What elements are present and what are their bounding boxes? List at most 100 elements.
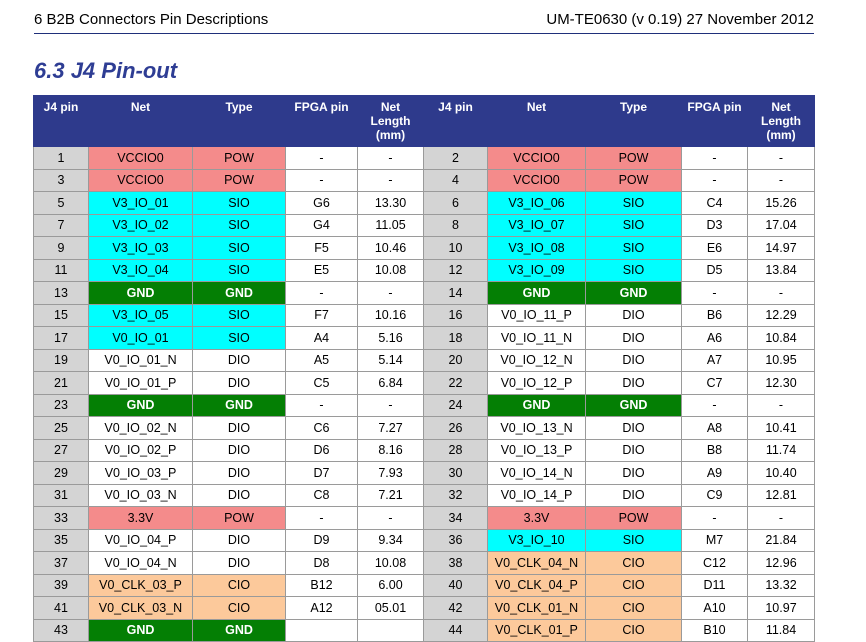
col-header-fpga-pin: FPGA pin — [681, 95, 748, 147]
fpga-pin-cell: F5 — [285, 236, 358, 260]
net-cell: V3_IO_01 — [88, 191, 193, 215]
table-row: 43 GND GND 44 V0_CLK_01_P CIO B10 11.84 — [33, 618, 815, 642]
type-cell: DIO — [192, 348, 286, 372]
pin-cell: 30 — [423, 461, 488, 485]
fpga-pin-cell: A5 — [285, 348, 358, 372]
pin-cell: 33 — [33, 506, 89, 530]
type-cell: POW — [585, 168, 682, 192]
fpga-pin-cell: D3 — [681, 213, 748, 237]
type-cell: DIO — [585, 438, 682, 462]
type-cell: DIO — [585, 326, 682, 350]
net-cell: V3_IO_02 — [88, 213, 193, 237]
fpga-pin-cell: - — [681, 168, 748, 192]
net-length-cell: - — [357, 146, 424, 170]
net-cell: V0_IO_01_P — [88, 371, 193, 395]
type-cell: DIO — [192, 528, 286, 552]
net-length-cell: 10.41 — [747, 416, 815, 440]
fpga-pin-cell: D6 — [285, 438, 358, 462]
net-cell: GND — [88, 281, 193, 305]
net-length-cell: 10.46 — [357, 236, 424, 260]
net-length-cell: 10.95 — [747, 348, 815, 372]
type-cell: POW — [585, 146, 682, 170]
running-header-right: UM-TE0630 (v 0.19) 27 November 2012 — [546, 11, 814, 28]
net-cell: V0_CLK_03_P — [88, 573, 193, 597]
net-length-cell: 13.30 — [357, 191, 424, 215]
pin-cell: 44 — [423, 618, 488, 642]
type-cell: CIO — [585, 618, 682, 642]
pin-cell: 8 — [423, 213, 488, 237]
net-length-cell: 5.14 — [357, 348, 424, 372]
table-row: 7 V3_IO_02 SIO G4 11.05 8 V3_IO_07 SIO D3 17.04 — [33, 213, 815, 237]
net-cell: V0_IO_04_P — [88, 528, 193, 552]
net-cell: V0_IO_11_N — [487, 326, 586, 350]
fpga-pin-cell: - — [681, 506, 748, 530]
pin-cell: 22 — [423, 371, 488, 395]
net-length-cell: 12.30 — [747, 371, 815, 395]
net-cell: V0_CLK_01_P — [487, 618, 586, 642]
type-cell: DIO — [192, 438, 286, 462]
type-cell: SIO — [585, 236, 682, 260]
net-cell: VCCIO0 — [88, 146, 193, 170]
net-cell: V0_IO_03_P — [88, 461, 193, 485]
type-cell: DIO — [585, 483, 682, 507]
fpga-pin-cell: B10 — [681, 618, 748, 642]
table-row: 5 V3_IO_01 SIO G6 13.30 6 V3_IO_06 SIO C4 15.26 — [33, 191, 815, 215]
net-length-cell: 7.93 — [357, 461, 424, 485]
pinout-table: J4 pin Net Type FPGA pin Net Length (mm)… — [33, 95, 815, 642]
fpga-pin-cell: D8 — [285, 551, 358, 575]
pin-cell: 29 — [33, 461, 89, 485]
fpga-pin-cell: - — [285, 281, 358, 305]
fpga-pin-cell: G6 — [285, 191, 358, 215]
net-cell: V3_IO_10 — [487, 528, 586, 552]
pin-cell: 9 — [33, 236, 89, 260]
net-cell: VCCIO0 — [487, 168, 586, 192]
table-row: 25 V0_IO_02_N DIO C6 7.27 26 V0_IO_13_N DIO A8 10… — [33, 416, 815, 440]
net-cell: V3_IO_09 — [487, 258, 586, 282]
fpga-pin-cell: - — [285, 393, 358, 417]
fpga-pin-cell: - — [681, 393, 748, 417]
fpga-pin-cell: M7 — [681, 528, 748, 552]
net-cell: V0_IO_02_P — [88, 438, 193, 462]
pin-cell: 11 — [33, 258, 89, 282]
net-cell: 3.3V — [487, 506, 586, 530]
type-cell: GND — [192, 618, 286, 642]
pin-cell: 25 — [33, 416, 89, 440]
col-header-j4-pin: J4 pin — [423, 95, 488, 147]
fpga-pin-cell: A9 — [681, 461, 748, 485]
col-header-type: Type — [192, 95, 286, 147]
type-cell: POW — [192, 146, 286, 170]
fpga-pin-cell: C6 — [285, 416, 358, 440]
pin-cell: 20 — [423, 348, 488, 372]
table-row: 9 V3_IO_03 SIO F5 10.46 10 V3_IO_08 SIO E6 14.97 — [33, 236, 815, 260]
pin-cell: 38 — [423, 551, 488, 575]
table-row: 15 V3_IO_05 SIO F7 10.16 16 V0_IO_11_P DIO B6 12.… — [33, 303, 815, 327]
type-cell: CIO — [585, 596, 682, 620]
pin-cell: 35 — [33, 528, 89, 552]
fpga-pin-cell: F7 — [285, 303, 358, 327]
fpga-pin-cell: D7 — [285, 461, 358, 485]
net-length-cell: - — [357, 393, 424, 417]
table-row: 29 V0_IO_03_P DIO D7 7.93 30 V0_IO_14_N DIO A9 10… — [33, 461, 815, 485]
fpga-pin-cell: D9 — [285, 528, 358, 552]
net-cell: GND — [88, 618, 193, 642]
col-header-j4-pin: J4 pin — [33, 95, 89, 147]
type-cell: CIO — [192, 573, 286, 597]
net-length-cell: 10.84 — [747, 326, 815, 350]
type-cell: POW — [585, 506, 682, 530]
type-cell: GND — [585, 393, 682, 417]
pin-cell: 39 — [33, 573, 89, 597]
pin-cell: 27 — [33, 438, 89, 462]
net-length-cell: 17.04 — [747, 213, 815, 237]
type-cell: SIO — [192, 303, 286, 327]
fpga-pin-cell: C12 — [681, 551, 748, 575]
pin-cell: 10 — [423, 236, 488, 260]
net-length-cell: 10.08 — [357, 258, 424, 282]
net-length-cell: 9.34 — [357, 528, 424, 552]
col-header-net: Net — [487, 95, 586, 147]
fpga-pin-cell: B8 — [681, 438, 748, 462]
type-cell: DIO — [585, 416, 682, 440]
net-length-cell — [357, 618, 424, 642]
pin-cell: 43 — [33, 618, 89, 642]
net-cell: V3_IO_04 — [88, 258, 193, 282]
fpga-pin-cell: C9 — [681, 483, 748, 507]
